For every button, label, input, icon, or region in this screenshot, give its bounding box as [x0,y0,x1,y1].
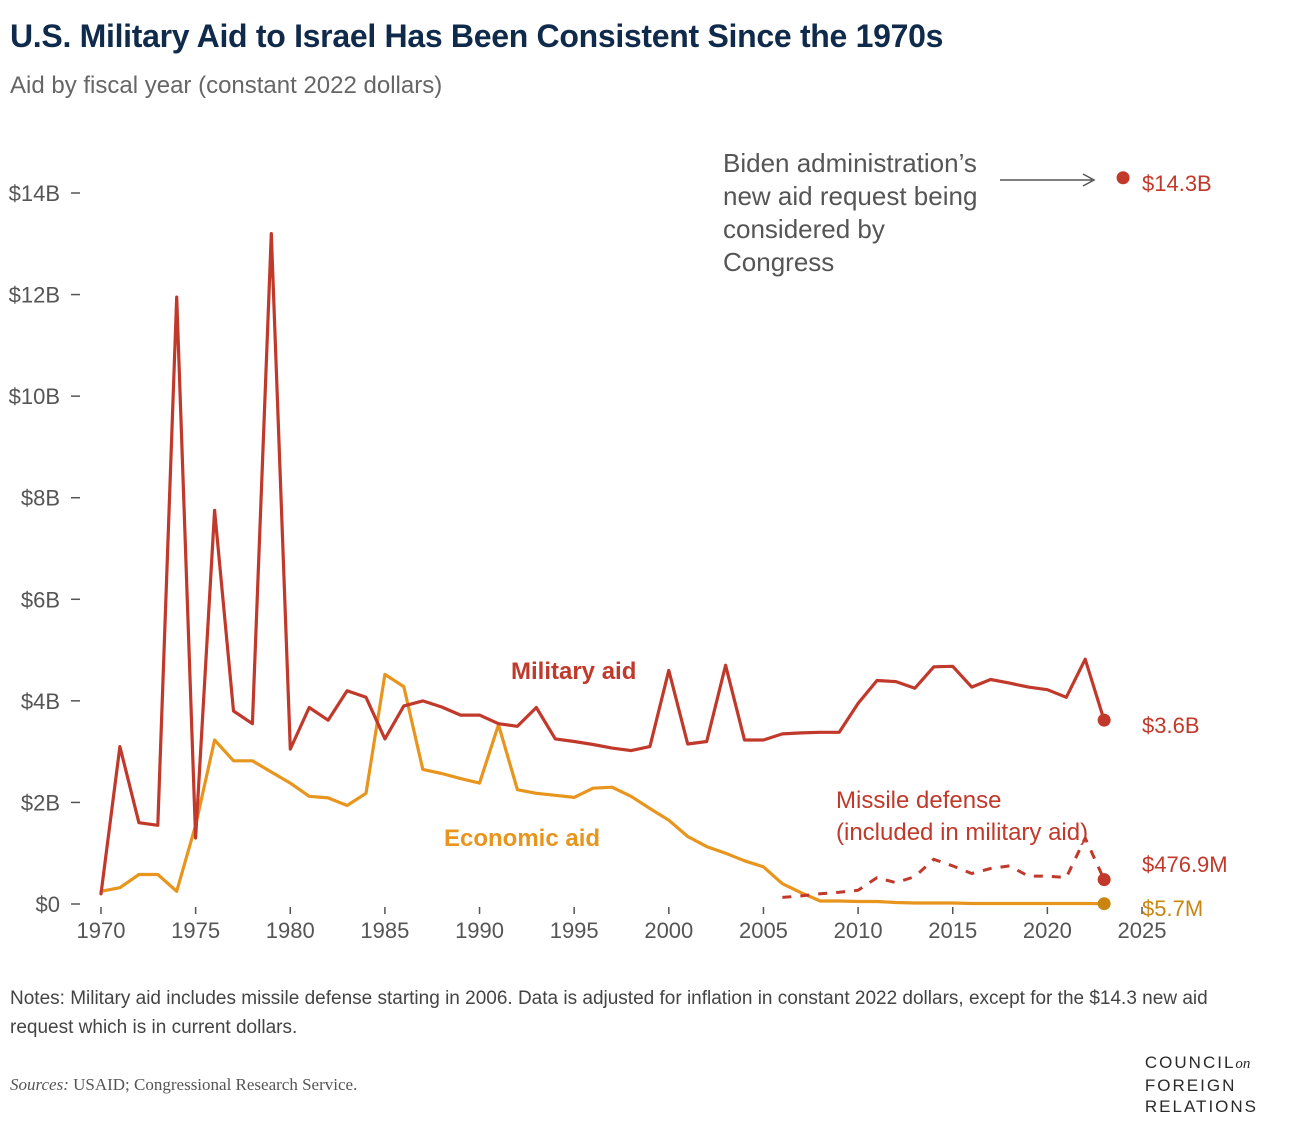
x-tick-label: 1975 [171,918,220,943]
annotation-new-aid-request-line: Congress [723,247,834,277]
x-tick-label: 2025 [1118,918,1167,943]
x-tick-label: 2010 [834,918,883,943]
logo-on: on [1235,1056,1251,1072]
line-chart: $0 $2B $4B $6B $8B $10B $12B $14B 1970 1975 1980 19… [9,148,1228,943]
missile-defense-end-label: $476.9M [1142,852,1228,877]
y-tick-label: $12B [9,283,60,308]
annotation-new-aid-request-line: Biden administration’s [723,148,977,178]
x-tick-label: 2000 [644,918,693,943]
logo-line-3: RELATIONS [1144,1097,1258,1116]
new-aid-request-point [1116,171,1130,185]
y-tick-label: $6B [21,587,60,612]
label-military-aid: Military aid [511,658,636,685]
y-tick-label: $14B [9,181,60,206]
y-tick-label: $10B [9,384,60,409]
military-aid-end-label: $3.6B [1142,713,1200,738]
logo-line-2: FOREIGN [1144,1076,1237,1095]
chart-subtitle: Aid by fiscal year (constant 2022 dollar… [10,72,443,99]
x-tick-label: 1970 [77,918,126,943]
annotation-arrow-head [1082,173,1096,187]
sources-text: USAID; Congressional Research Service. [68,1075,358,1094]
annotation-new-aid-request-line: considered by [723,214,885,244]
y-tick-label: $2B [21,790,60,815]
economic-aid-line [99,672,1106,906]
military-aid-end-point [1097,713,1111,727]
new-aid-request-label: $14.3B [1142,171,1212,196]
x-tick-label: 1990 [455,918,504,943]
cfr-logo: COUNCILon FOREIGN RELATIONS [1145,1052,1258,1117]
x-tick-label: 2015 [928,918,977,943]
economic-aid-end-label: $5.7M [1142,896,1203,921]
x-tick-label: 2005 [739,918,788,943]
x-tick-label: 1985 [360,918,409,943]
economic-aid-end-point [1097,897,1111,911]
y-tick-label: $8B [21,486,60,511]
missile-defense-end-point [1097,873,1111,887]
chart-title: U.S. Military Aid to Israel Has Been Con… [10,18,944,54]
label-missile-defense: Missile defense [836,787,1001,814]
label-missile-defense: (included in military aid) [836,819,1088,846]
military-aid-line [99,232,1106,896]
chart-sources: Sources: USAID; Congressional Research S… [10,1075,357,1095]
missile-defense-line [782,836,1106,899]
y-tick-label: $0 [36,892,60,917]
x-tick-label: 1980 [266,918,315,943]
chart-notes: Notes: Military aid includes missile def… [10,988,1208,1038]
x-tick-label: 1995 [550,918,599,943]
sources-label: Sources: [10,1075,69,1094]
annotation-new-aid-request-line: new aid request being [723,181,977,211]
label-economic-aid: Economic aid [444,825,600,852]
logo-line-1: COUNCIL [1144,1053,1236,1072]
x-tick-label: 2020 [1023,918,1072,943]
y-tick-label: $4B [21,689,60,714]
